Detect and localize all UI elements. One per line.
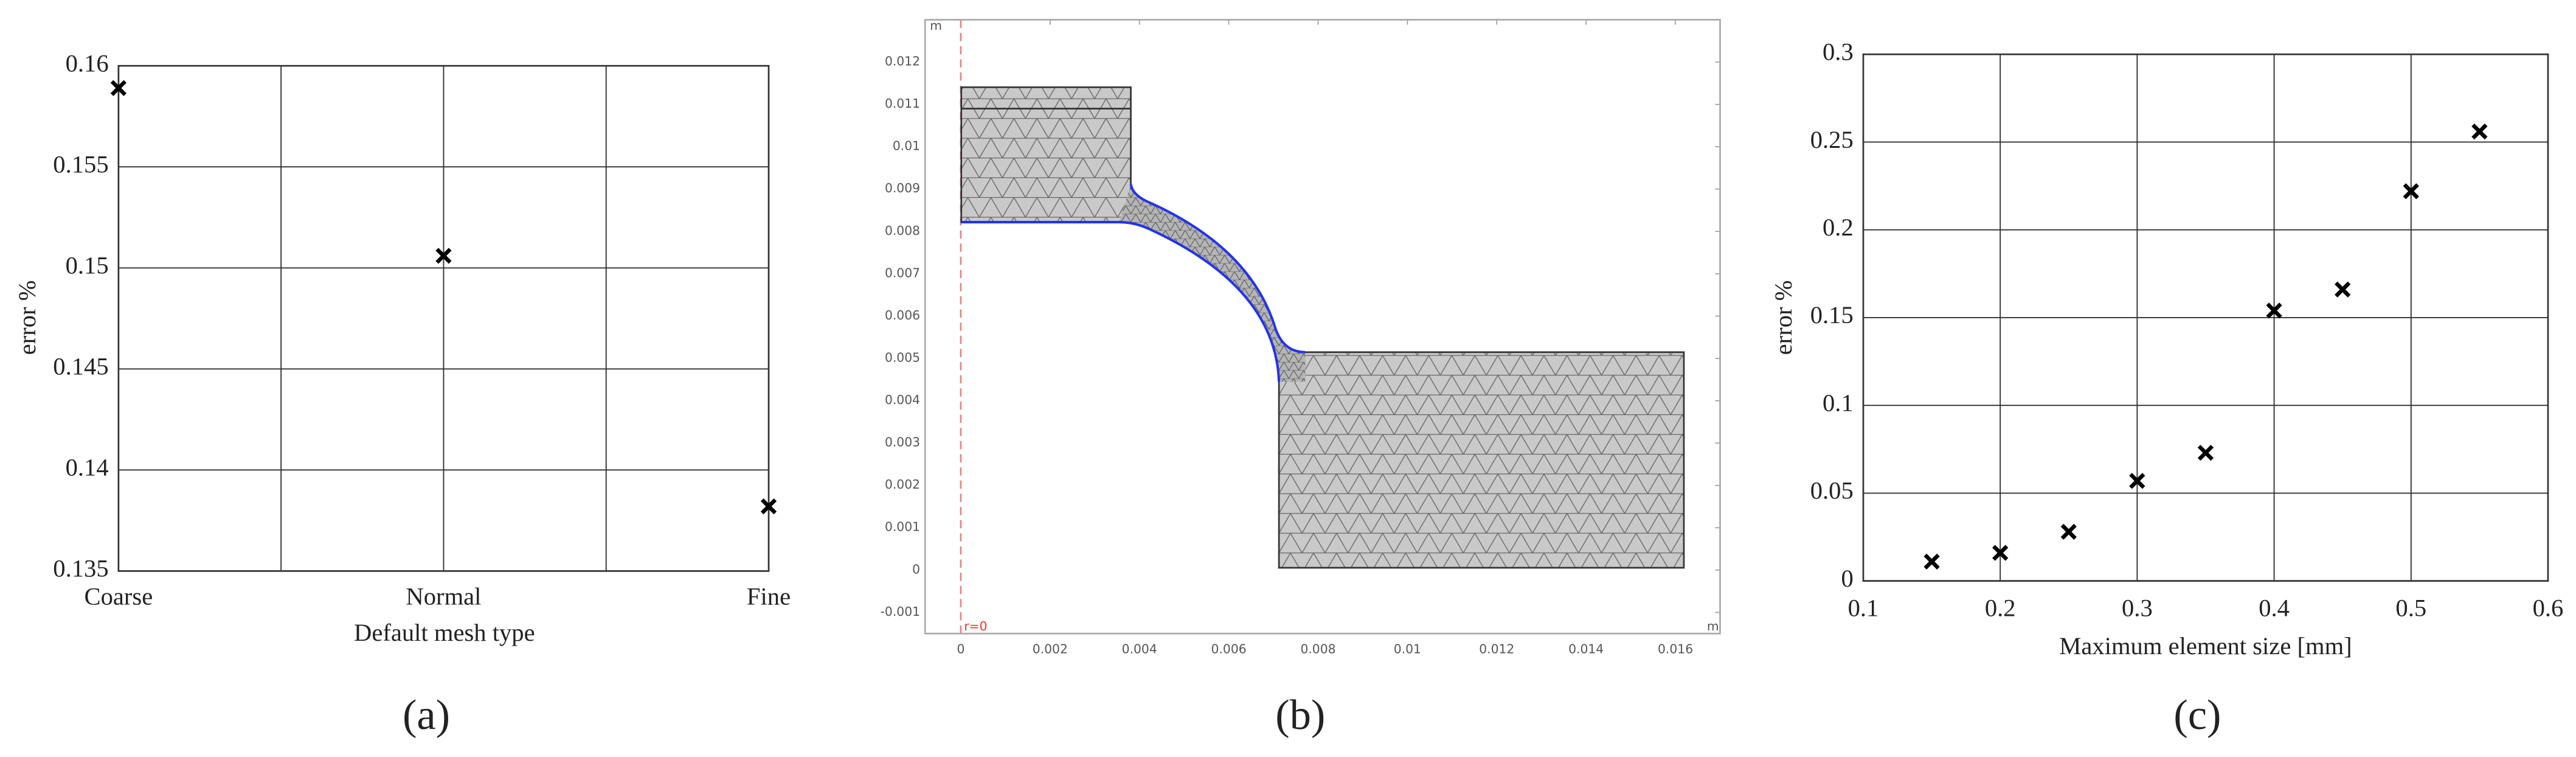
marker	[1992, 545, 2009, 561]
y-tick-label: 0.001	[885, 520, 920, 534]
y-tick-label: 0.25	[1810, 126, 1854, 153]
y-tick-label: 0.009	[885, 181, 920, 195]
marker	[110, 80, 127, 96]
y-tick-label: 0.05	[1810, 477, 1854, 504]
y-tick-label: 0.1	[1823, 389, 1854, 416]
x-tick-label: 0.5	[2395, 595, 2426, 622]
y-tick-label: 0.008	[885, 223, 920, 238]
plot-frame	[924, 19, 1721, 635]
y-tick-label: 0	[1841, 565, 1853, 592]
marker	[2197, 444, 2214, 461]
x-tick-label: 0.008	[1300, 642, 1335, 657]
y-tick-label: 0.14	[66, 454, 109, 481]
marker	[2335, 281, 2351, 298]
y-tick-label: 0.155	[53, 151, 108, 178]
y-tick-label: 0.006	[885, 308, 920, 323]
x-axis-label: Default mesh type	[354, 619, 535, 646]
caption: (a)	[403, 691, 450, 739]
y-tick-label: 0.15	[1810, 301, 1854, 329]
x-tick-label: 0.012	[1479, 642, 1514, 657]
x-axis-label: Maximum element size [mm]	[2059, 632, 2352, 660]
y-tick-label: 0.012	[885, 54, 920, 69]
marker	[2266, 302, 2282, 319]
x-tick-label: 0.002	[1033, 642, 1068, 657]
boundary	[961, 184, 1306, 382]
y-tick-label: 0.005	[885, 350, 920, 365]
y-tick-label: 0.01	[893, 139, 920, 153]
x-tick-label: Fine	[747, 583, 791, 610]
plot-frame	[1862, 53, 2549, 582]
x-tick-label: 0.2	[1985, 595, 2016, 622]
y-tick-label: 0.135	[53, 555, 108, 582]
y-tick-label: 0.003	[885, 435, 920, 450]
y-axis-label: error %	[1770, 281, 1797, 355]
y-tick-label: -0.001	[881, 604, 920, 619]
y-tick-label: 0.3	[1823, 38, 1854, 66]
x-tick-label: Normal	[406, 583, 481, 610]
annotation: r=0	[964, 619, 987, 633]
marker	[760, 498, 777, 515]
x-tick-label: 0.014	[1568, 642, 1604, 657]
x-tick-label: 0.01	[1394, 642, 1421, 657]
x-tick-label: Coarse	[85, 583, 153, 610]
mesh-domain	[960, 86, 1685, 569]
marker	[1923, 553, 1940, 570]
y-tick-label: 0.145	[53, 353, 108, 380]
x-tick-label: 0.006	[1211, 642, 1247, 657]
y-tick-label: 0.007	[885, 265, 920, 280]
y-unit: m	[930, 18, 942, 33]
marker	[2471, 124, 2488, 140]
x-tick-label: 0.004	[1122, 642, 1157, 657]
x-tick-label: 0.6	[2533, 595, 2564, 622]
mesh-geometry	[960, 86, 1685, 569]
marker	[2403, 183, 2419, 200]
y-tick-label: 0.16	[66, 49, 109, 77]
x-tick-label: 0.1	[1848, 595, 1879, 622]
y-tick-label: 0.004	[885, 392, 920, 407]
y-tick-label: 0.002	[885, 477, 920, 492]
x-tick-label: 0.3	[2122, 595, 2153, 622]
x-tick-label: 0.4	[2259, 595, 2290, 622]
y-tick-label: 0.2	[1823, 214, 1854, 241]
y-tick-label: 0.15	[66, 252, 109, 279]
y-tick-label: 0	[912, 562, 920, 576]
mesh-refined	[1119, 184, 1306, 382]
x-tick-label: 0	[957, 642, 964, 657]
y-tick-label: 0.011	[885, 96, 920, 111]
caption: (c)	[2173, 691, 2221, 739]
marker	[2060, 523, 2077, 540]
marker	[435, 248, 452, 264]
x-unit: m	[1707, 619, 1719, 633]
y-axis-label: error %	[13, 281, 41, 355]
marker	[2129, 473, 2145, 489]
x-tick-label: 0.016	[1658, 642, 1693, 657]
caption: (b)	[1275, 691, 1325, 739]
